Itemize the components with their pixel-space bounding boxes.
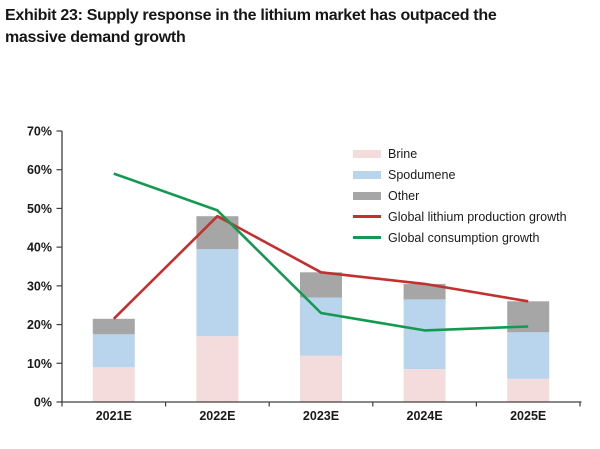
y-tick-label-50-: 50% xyxy=(27,202,52,216)
legend-label-global-consumption-growth: Global consumption growth xyxy=(388,230,540,245)
bar-segment-2022e-brine xyxy=(196,336,239,402)
legend-item-global-lithium-production-growth: Global lithium production growth xyxy=(353,206,567,227)
legend-swatch-brine xyxy=(353,149,381,158)
legend-label-spodumene: Spodumene xyxy=(388,167,456,182)
y-tick-label-40-: 40% xyxy=(27,241,52,255)
legend-item-global-consumption-growth: Global consumption growth xyxy=(353,227,567,248)
legend-label-global-lithium-production-growth: Global lithium production growth xyxy=(388,209,567,224)
y-tick-label-0-: 0% xyxy=(34,396,52,410)
bar-segment-2024e-brine xyxy=(403,369,446,402)
exhibit-title: Exhibit 23: Supply response in the lithi… xyxy=(5,5,497,49)
legend-label-brine: Brine xyxy=(388,146,418,161)
legend-item-brine: Brine xyxy=(353,143,567,164)
bar-segment-2021e-other xyxy=(92,318,135,335)
bar-segment-2023e-brine xyxy=(300,355,342,402)
bar-segment-2021e-brine xyxy=(92,367,135,402)
x-tick-label-2023e: 2023E xyxy=(303,409,339,423)
bar-segment-2024e-spodumene xyxy=(403,299,446,370)
bar-segment-2024e-other xyxy=(403,283,446,300)
y-tick-label-70-: 70% xyxy=(27,125,52,139)
exhibit-title-line-2: massive demand growth xyxy=(5,29,186,46)
line-global-consumption-growth xyxy=(113,172,529,332)
bar-segment-2025e-spodumene xyxy=(507,332,550,379)
y-tick-label-20-: 20% xyxy=(27,318,52,332)
legend-swatch-global-lithium-production-growth xyxy=(353,215,381,218)
legend-item-other: Other xyxy=(353,185,567,206)
bar-segment-2025e-brine xyxy=(507,378,550,402)
chart-legend: Brine Spodumene Other Global lithium produc… xyxy=(353,143,567,248)
y-tick-label-60-: 60% xyxy=(27,163,52,177)
x-tick-label-2024e: 2024E xyxy=(407,409,443,423)
bar-segment-2022e-other xyxy=(196,216,239,250)
legend-swatch-other xyxy=(353,191,381,200)
exhibit-title-line-1: Exhibit 23: Supply response in the lithi… xyxy=(5,7,497,24)
line-global-lithium-production-growth xyxy=(112,214,529,320)
bar-segment-2021e-spodumene xyxy=(92,334,135,368)
legend-swatch-global-consumption-growth xyxy=(353,236,381,239)
bar-segment-2023e-spodumene xyxy=(300,297,342,356)
legend-swatch-spodumene xyxy=(353,170,381,179)
y-tick-label-30-: 30% xyxy=(27,279,52,293)
y-tick-label-10-: 10% xyxy=(27,357,52,371)
x-tick-label-2021e: 2021E xyxy=(96,409,132,423)
x-tick-label-2022e: 2022E xyxy=(199,409,235,423)
bar-segment-2022e-spodumene xyxy=(196,249,239,337)
legend-item-spodumene: Spodumene xyxy=(353,164,567,185)
x-tick-label-2025e: 2025E xyxy=(510,409,546,423)
bar-segment-2023e-other xyxy=(300,272,342,298)
legend-label-other: Other xyxy=(388,188,420,203)
